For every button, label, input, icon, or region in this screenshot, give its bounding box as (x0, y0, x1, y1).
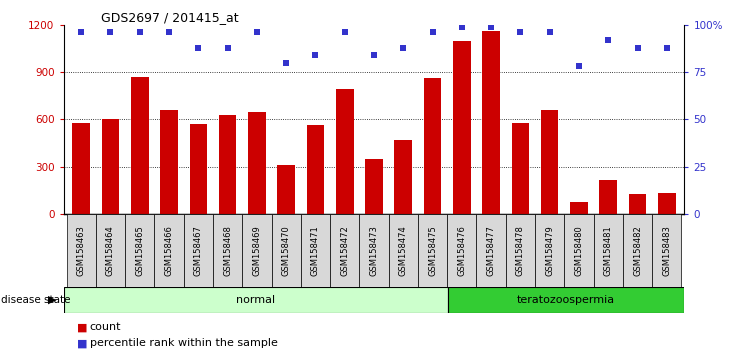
Text: GSM158465: GSM158465 (135, 225, 144, 276)
Bar (96, 214, 125, 287)
Text: ▶: ▶ (48, 295, 56, 305)
Point (221, 45, 233, 50)
Bar (248, 112, 266, 214)
Bar (476, 214, 506, 287)
Bar (447, 214, 476, 287)
Point (163, 29, 175, 35)
Bar (599, 180, 617, 214)
Bar (365, 159, 383, 214)
Text: count: count (90, 322, 121, 332)
Bar (506, 214, 535, 287)
Text: teratozoospermia: teratozoospermia (517, 295, 615, 305)
Bar (73, 122, 90, 214)
Text: normal: normal (236, 295, 275, 305)
Bar (301, 214, 330, 287)
Bar (448, 287, 684, 313)
Point (426, 29, 438, 35)
Text: disease state: disease state (1, 295, 71, 305)
Text: GSM158480: GSM158480 (574, 225, 583, 276)
Bar (278, 165, 295, 214)
Point (631, 45, 643, 50)
Bar (160, 110, 178, 214)
Bar (453, 41, 470, 214)
Text: GSM158471: GSM158471 (311, 225, 320, 276)
Bar (570, 202, 588, 214)
Point (515, 29, 527, 35)
Bar (418, 214, 447, 287)
Text: GSM158470: GSM158470 (282, 225, 291, 276)
Text: GSM158481: GSM158481 (604, 225, 613, 276)
Bar (242, 214, 272, 287)
Bar (184, 214, 213, 287)
Text: GSM158464: GSM158464 (106, 225, 115, 276)
Point (192, 45, 204, 50)
Bar (359, 214, 389, 287)
Point (485, 24, 497, 29)
Point (310, 52, 322, 58)
Text: GDS2697 / 201415_at: GDS2697 / 201415_at (101, 11, 239, 24)
Point (602, 37, 614, 43)
Point (105, 29, 117, 35)
Text: GSM158477: GSM158477 (487, 225, 496, 276)
Bar (218, 115, 236, 214)
Bar (336, 90, 354, 214)
Text: GSM158479: GSM158479 (545, 225, 554, 276)
Text: GSM158478: GSM158478 (516, 225, 525, 276)
Bar (125, 214, 154, 287)
Text: GSM158463: GSM158463 (76, 225, 86, 276)
Text: GSM158482: GSM158482 (633, 225, 642, 276)
Bar (67, 214, 96, 287)
Text: GSM158476: GSM158476 (457, 225, 466, 276)
Bar (330, 214, 359, 287)
Text: ■: ■ (77, 338, 88, 348)
Text: GSM158468: GSM158468 (223, 225, 232, 276)
Bar (623, 214, 652, 287)
Bar (594, 214, 623, 287)
Text: GSM158474: GSM158474 (399, 225, 408, 276)
Bar (394, 140, 412, 214)
Bar (424, 79, 441, 214)
Point (456, 24, 468, 29)
Point (544, 29, 556, 35)
Bar (564, 214, 594, 287)
Text: GSM158472: GSM158472 (340, 225, 349, 276)
Bar (541, 110, 559, 214)
Point (75, 29, 87, 35)
Bar (389, 214, 418, 287)
Text: ■: ■ (77, 322, 88, 332)
Text: GSM158466: GSM158466 (165, 225, 174, 276)
Point (134, 29, 146, 35)
Bar (154, 214, 184, 287)
Bar (652, 214, 681, 287)
Bar (629, 194, 646, 214)
Point (339, 29, 351, 35)
Bar (272, 214, 301, 287)
Bar (307, 125, 324, 214)
Bar (131, 77, 149, 214)
Text: GSM158473: GSM158473 (370, 225, 378, 276)
Point (661, 45, 673, 50)
Bar (512, 122, 529, 214)
Text: GSM158483: GSM158483 (662, 225, 672, 276)
Text: GSM158467: GSM158467 (194, 225, 203, 276)
Bar (102, 119, 119, 214)
Point (251, 29, 263, 35)
Bar (189, 124, 207, 214)
Point (573, 64, 585, 69)
Bar (64, 287, 448, 313)
Bar (482, 31, 500, 214)
Bar (213, 214, 242, 287)
Point (280, 60, 292, 65)
Bar (535, 214, 564, 287)
Point (397, 45, 409, 50)
Point (368, 52, 380, 58)
Text: percentile rank within the sample: percentile rank within the sample (90, 338, 278, 348)
Bar (658, 193, 675, 214)
Text: GSM158469: GSM158469 (252, 225, 261, 276)
Text: GSM158475: GSM158475 (428, 225, 437, 276)
